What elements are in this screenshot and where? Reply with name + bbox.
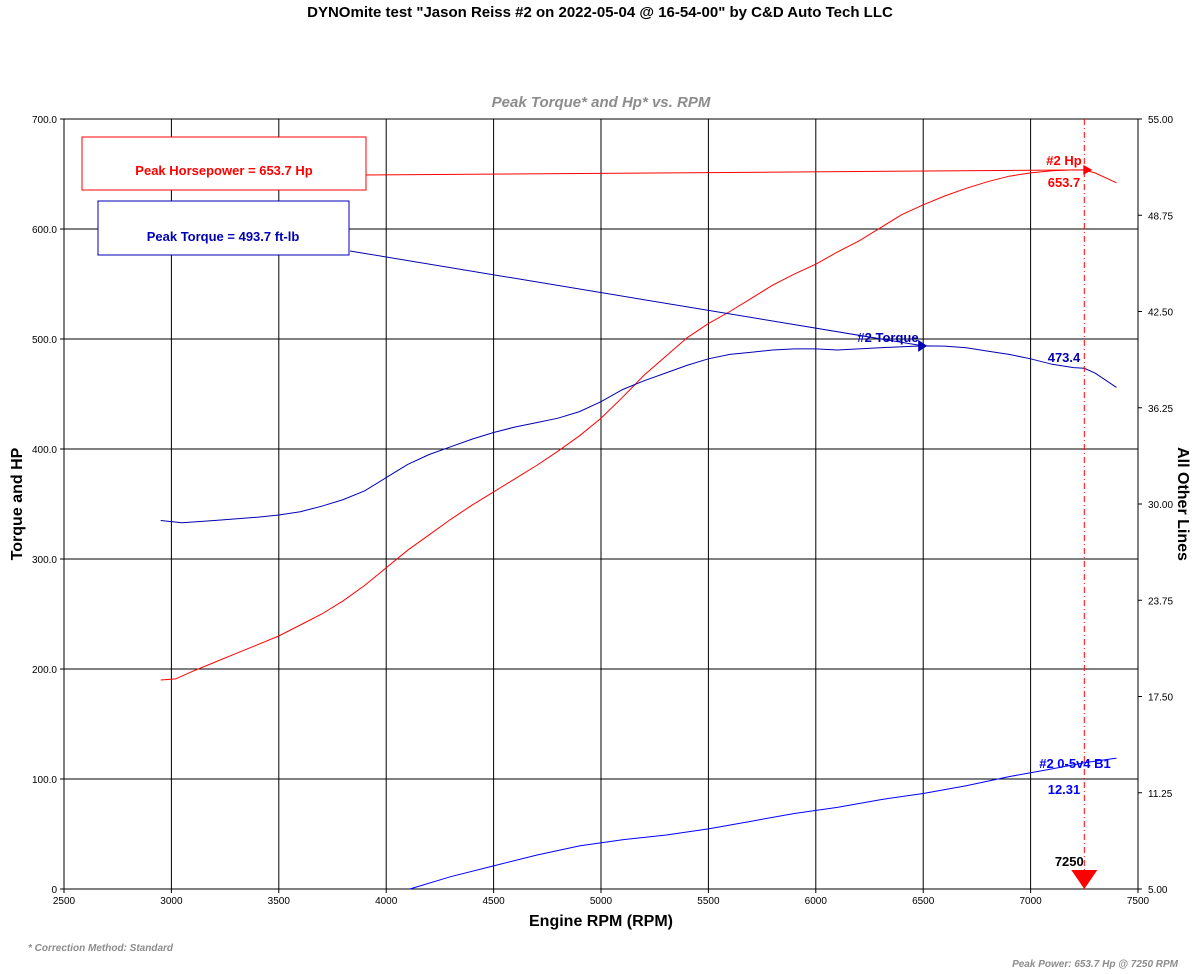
y-tick-label: 300.0 bbox=[32, 555, 57, 566]
overlays: 7250 Peak Horsepower = 653.7 Hp Peak Torqu… bbox=[81, 119, 1111, 889]
y2-tick-label: 48.75 bbox=[1148, 211, 1173, 222]
x-tick-label: 4000 bbox=[375, 896, 398, 907]
y-tick-label: 600.0 bbox=[32, 225, 57, 236]
y-axis-label: Torque and HP bbox=[9, 447, 26, 560]
y-tick-label: 700.0 bbox=[32, 115, 57, 126]
series bbox=[160, 169, 1117, 890]
y2-tick-label: 11.25 bbox=[1148, 789, 1173, 800]
torque-series-line bbox=[160, 345, 1117, 524]
y-tick-label: 400.0 bbox=[32, 445, 57, 456]
y2-tick-label: 17.50 bbox=[1148, 693, 1173, 704]
rpm-marker-label: 7250 bbox=[1055, 854, 1084, 869]
torque-peak-arrow bbox=[918, 339, 928, 352]
y2-tick-label: 55.00 bbox=[1148, 115, 1173, 126]
peak-hp-box bbox=[81, 136, 367, 191]
x-tick-label: 5500 bbox=[697, 896, 720, 907]
peak-power-note: Peak Power: 653.7 Hp @ 7250 RPM bbox=[1012, 959, 1178, 970]
y-tick-label: 0 bbox=[51, 885, 57, 896]
correction-note: * Correction Method: Standard bbox=[28, 943, 174, 954]
x-tick-label: 3000 bbox=[160, 896, 183, 907]
x-tick-label: 5000 bbox=[590, 896, 613, 907]
hp-series-value: 653.7 bbox=[1048, 175, 1081, 190]
chart-title: DYNOmite test "Jason Reiss #2 on 2022-05… bbox=[307, 4, 893, 21]
y2-axis-label: All Other Lines bbox=[1174, 447, 1191, 561]
peak-hp-text: Peak Horsepower = 653.7 Hp bbox=[135, 163, 312, 178]
y2-tick-label: 30.00 bbox=[1148, 500, 1173, 511]
peak-torque-leader bbox=[349, 250, 924, 347]
afr-series-value: 12.31 bbox=[1048, 782, 1081, 797]
y2-tick-label: 42.50 bbox=[1148, 308, 1173, 319]
y-tick-label: 200.0 bbox=[32, 665, 57, 676]
x-axis: 2500 3000 3500 4000 4500 5000 5500 6000 6500 7000… bbox=[53, 889, 1150, 907]
hp-peak-arrow bbox=[1083, 164, 1093, 175]
x-tick-label: 3500 bbox=[268, 896, 291, 907]
peak-torque-box bbox=[97, 200, 350, 256]
x-tick-label: 7500 bbox=[1127, 896, 1150, 907]
afr-series-label: #2 0-5v4 B1 bbox=[1039, 756, 1111, 771]
x-tick-label: 6000 bbox=[805, 896, 828, 907]
hp-series-line bbox=[160, 169, 1117, 681]
y2-tick-label: 36.25 bbox=[1148, 404, 1173, 415]
y2-tick-label: 5.00 bbox=[1148, 885, 1168, 896]
y2-tick-label: 23.75 bbox=[1148, 596, 1173, 607]
peak-hp-leader bbox=[365, 169, 1085, 176]
torque-series-label: #2 Torque bbox=[857, 330, 918, 345]
x-tick-label: 7000 bbox=[1019, 896, 1042, 907]
x-tick-label: 4500 bbox=[482, 896, 505, 907]
afr-series-line bbox=[409, 757, 1117, 890]
y-tick-label: 100.0 bbox=[32, 775, 57, 786]
x-tick-label: 6500 bbox=[912, 896, 935, 907]
hp-series-label: #2 Hp bbox=[1046, 153, 1081, 168]
chart-subtitle: Peak Torque* and Hp* vs. RPM bbox=[491, 94, 711, 111]
x-axis-label: Engine RPM (RPM) bbox=[529, 913, 673, 930]
rpm-marker-triangle bbox=[1071, 870, 1098, 889]
peak-torque-text: Peak Torque = 493.7 ft-lb bbox=[147, 229, 300, 244]
y-tick-label: 500.0 bbox=[32, 335, 57, 346]
torque-series-value: 473.4 bbox=[1048, 350, 1081, 365]
y-axis-left: 0 100.0 200.0 300.0 400.0 500.0 600.0 700.0 bbox=[32, 115, 64, 896]
y-axis-right: 5.00 11.25 17.50 23.75 30.00 36.25 42.50 48.75 5… bbox=[1138, 115, 1173, 896]
x-tick-label: 2500 bbox=[53, 896, 76, 907]
